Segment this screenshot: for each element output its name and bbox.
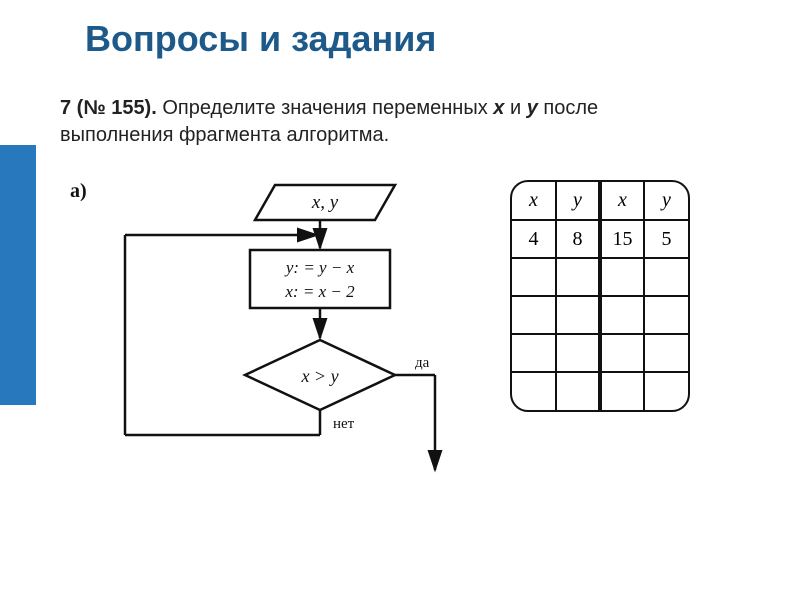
task-and: и <box>504 97 526 119</box>
table-row <box>512 372 688 410</box>
table-row <box>512 296 688 334</box>
col-x2: x <box>600 182 644 220</box>
cell: 15 <box>600 220 644 258</box>
flowchart-diagram: x, y y: = y − x x: = x − 2 x > y да нет <box>95 175 465 475</box>
flowchart-decision: x > y <box>300 366 338 386</box>
table-header-row: x y x y <box>512 182 688 220</box>
page-title: Вопросы и задания <box>85 18 436 60</box>
table-row <box>512 258 688 296</box>
flowchart-input: x, y <box>311 192 339 213</box>
accent-bar <box>0 145 36 405</box>
cell: 5 <box>644 220 688 258</box>
cell <box>644 334 688 372</box>
cell <box>644 372 688 410</box>
trace-table: x y x y 4 8 15 5 <box>510 180 690 417</box>
flowchart-yes: да <box>415 355 430 371</box>
task-var-y: у <box>527 97 538 119</box>
cell <box>644 258 688 296</box>
cell <box>512 334 556 372</box>
task-var-x: х <box>493 97 504 119</box>
task-text: 7 (№ 155). Определите значения переменны… <box>60 95 700 149</box>
cell <box>600 296 644 334</box>
trace-table-frame: x y x y 4 8 15 5 <box>510 180 690 412</box>
cell <box>600 258 644 296</box>
table-row: 4 8 15 5 <box>512 220 688 258</box>
flowchart-process-1: y: = y − x <box>284 258 355 277</box>
subtask-label-a: а) <box>70 180 87 203</box>
cell <box>644 296 688 334</box>
cell: 8 <box>556 220 600 258</box>
task-text-1: Определите значения переменных <box>157 97 493 119</box>
col-y1: y <box>556 182 600 220</box>
cell <box>600 334 644 372</box>
cell <box>512 372 556 410</box>
cell <box>512 296 556 334</box>
cell: 4 <box>512 220 556 258</box>
cell <box>600 372 644 410</box>
flowchart-no: нет <box>333 416 355 432</box>
cell <box>556 258 600 296</box>
flowchart-process-2: x: = x − 2 <box>284 282 355 301</box>
task-number: 7 (№ 155). <box>60 97 157 119</box>
trace-table-grid: x y x y 4 8 15 5 <box>512 182 688 410</box>
cell <box>556 334 600 372</box>
cell <box>512 258 556 296</box>
cell <box>556 372 600 410</box>
table-row <box>512 334 688 372</box>
col-x1: x <box>512 182 556 220</box>
col-y2: y <box>644 182 688 220</box>
cell <box>556 296 600 334</box>
